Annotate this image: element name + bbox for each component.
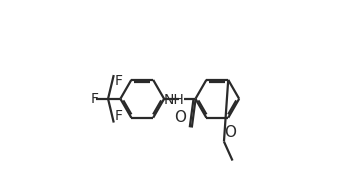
Text: F: F: [115, 109, 123, 124]
Text: NH: NH: [163, 93, 184, 107]
Text: F: F: [115, 74, 123, 88]
Text: O: O: [174, 110, 186, 125]
Text: F: F: [91, 92, 99, 106]
Text: O: O: [225, 125, 237, 140]
